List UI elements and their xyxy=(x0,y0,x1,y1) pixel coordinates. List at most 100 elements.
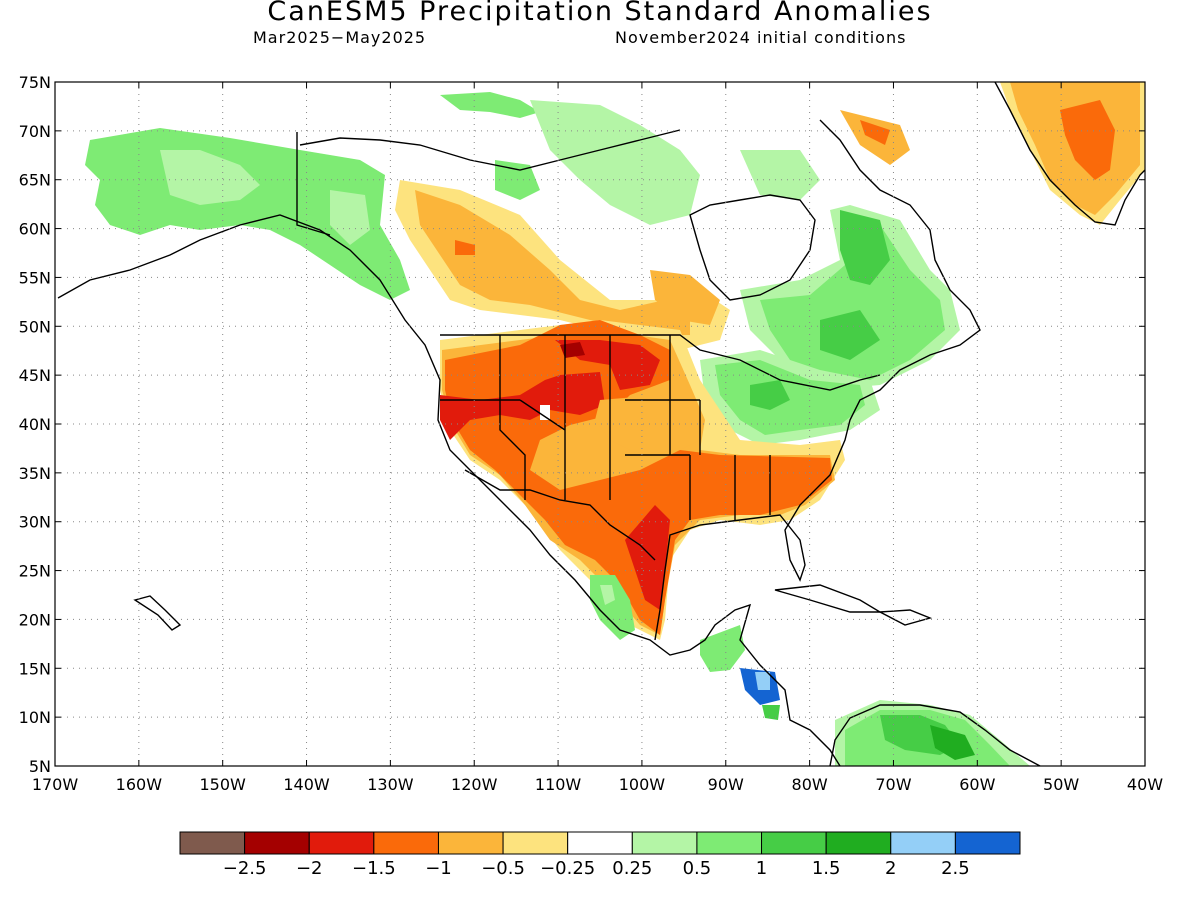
legend-swatch xyxy=(954,831,1021,855)
lon-label: 150W xyxy=(200,775,247,794)
coastline-greenland xyxy=(994,82,1145,226)
lon-label: 140W xyxy=(283,775,330,794)
coastline-north-america xyxy=(57,214,841,766)
legend-label: 1 xyxy=(756,858,767,879)
legend-label: 1.5 xyxy=(812,858,841,879)
legend-swatch xyxy=(244,831,310,855)
anomaly-greenland-dry-core xyxy=(1060,100,1115,180)
graticule xyxy=(54,81,1146,767)
anomaly-guyana-strong xyxy=(930,725,975,760)
lat-label: 25N xyxy=(19,562,51,581)
legend-swatch xyxy=(825,831,892,855)
anomaly-alaska-light xyxy=(160,150,260,205)
legend-label: 2 xyxy=(885,858,896,879)
map-title: CanESM5 Precipitation Standard Anomalies xyxy=(267,0,933,27)
lat-label: 55N xyxy=(19,268,51,287)
anomaly-ohio-core xyxy=(750,380,790,410)
lon-label: 130W xyxy=(367,775,414,794)
lon-label: 100W xyxy=(619,775,666,794)
lat-label: 5N xyxy=(29,757,51,776)
coastline-hawaii xyxy=(133,595,182,631)
lon-label: 80W xyxy=(792,775,828,794)
legend-label: −1 xyxy=(425,858,452,879)
anomaly-guatemala-wet xyxy=(700,625,745,672)
legend-label: 2.5 xyxy=(941,858,970,879)
legend-label: 0.25 xyxy=(612,858,652,879)
coastline-gulf xyxy=(654,119,981,641)
legend-label: −2.5 xyxy=(223,858,267,879)
anomaly-nunavut-light xyxy=(530,100,700,225)
border-alaska-canada xyxy=(296,132,331,236)
initial-conditions: November2024 initial conditions xyxy=(615,28,907,47)
anomaly-canada-dry xyxy=(415,190,690,335)
lat-label: 15N xyxy=(19,659,51,678)
legend-label: −2 xyxy=(296,858,323,879)
lat-label: 65N xyxy=(19,171,51,190)
anomaly-montana-darkest xyxy=(560,342,585,358)
lat-label: 45N xyxy=(19,366,51,385)
anomaly-utah-white xyxy=(540,405,550,420)
lat-label: 30N xyxy=(19,513,51,532)
anomaly-texas-core xyxy=(625,505,670,610)
anomaly-mexico-wet xyxy=(590,575,635,640)
legend-label: −0.25 xyxy=(540,858,595,879)
legend-swatch xyxy=(179,831,246,855)
anomaly-mexico-light xyxy=(600,585,615,605)
legend-swatch xyxy=(631,831,698,855)
map-frame xyxy=(54,81,1146,767)
color-legend: −2.5 −2 −1.5 −1 −0.5 −0.25 0.25 0.5 1 1.5 2 2.5 xyxy=(179,831,1021,879)
lon-label: 120W xyxy=(451,775,498,794)
anomaly-quebec-wet xyxy=(760,215,945,385)
legend-swatch xyxy=(437,831,504,855)
anomaly-baffin-wet xyxy=(740,150,820,200)
lon-label: 40W xyxy=(1127,775,1163,794)
coastlines xyxy=(57,82,1145,766)
legend-swatch xyxy=(373,831,439,855)
forecast-period: Mar2025−May2025 xyxy=(253,28,427,47)
lat-label: 75N xyxy=(19,73,51,92)
lat-label: 20N xyxy=(19,610,51,629)
lat-label: 70N xyxy=(19,122,51,141)
anomaly-yukon-light xyxy=(330,190,370,245)
legend-swatch xyxy=(502,831,569,855)
anomaly-arctic-wet xyxy=(440,92,540,118)
longitude-labels: 170W 160W 150W 140W 130W 120W 110W 100W 90W 80W 70… xyxy=(32,775,1163,794)
lat-label: 50N xyxy=(19,317,51,336)
legend-swatch xyxy=(308,831,375,855)
border-us-mexico xyxy=(464,469,656,561)
lon-label: 160W xyxy=(116,775,163,794)
lon-label: 110W xyxy=(535,775,582,794)
anomaly-greatlakes-wet xyxy=(715,360,865,435)
coastline-south-america xyxy=(829,704,1041,766)
border-us-canada xyxy=(440,334,881,391)
legend-swatch xyxy=(890,831,956,855)
legend-label: −1.5 xyxy=(352,858,396,879)
anomaly-baffin-bay-core xyxy=(860,120,890,145)
legend-label: 0.5 xyxy=(683,858,712,879)
anomaly-fields xyxy=(85,82,1145,766)
anomaly-honduras-light-blue xyxy=(755,672,770,690)
lat-label: 35N xyxy=(19,464,51,483)
legend-swatch xyxy=(696,831,763,855)
lon-label: 90W xyxy=(708,775,744,794)
anomaly-great-basin-core xyxy=(440,372,605,440)
legend-label: −0.5 xyxy=(481,858,525,879)
anomaly-canada-dry-core xyxy=(455,240,475,255)
lon-label: 70W xyxy=(875,775,911,794)
anomaly-quebec-core xyxy=(820,310,880,360)
lat-label: 60N xyxy=(19,220,51,239)
anomaly-plains-moderate xyxy=(595,395,700,455)
legend-swatch xyxy=(761,831,827,855)
coastline-hispaniola xyxy=(877,609,933,626)
lon-label: 50W xyxy=(1043,775,1079,794)
legend-swatch xyxy=(567,831,633,855)
anomaly-ontario-dry xyxy=(650,270,720,325)
latitude-labels: 5N 10N 15N 20N 25N 30N 35N 40N 45N 50N 55N 60N 65N 70… xyxy=(19,73,51,776)
lat-label: 40N xyxy=(19,415,51,434)
lon-label: 60W xyxy=(959,775,995,794)
anomaly-nicaragua-wet xyxy=(762,705,780,720)
lon-label: 170W xyxy=(32,775,79,794)
coastline-arctic xyxy=(299,129,681,171)
state-borders xyxy=(440,335,771,520)
